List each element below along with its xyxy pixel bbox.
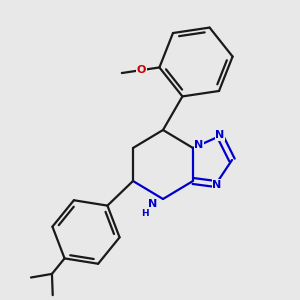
- Text: O: O: [137, 65, 146, 75]
- Text: H: H: [141, 208, 149, 217]
- Text: N: N: [215, 130, 225, 140]
- Text: N: N: [194, 140, 204, 150]
- Text: N: N: [148, 199, 158, 209]
- Text: N: N: [212, 180, 222, 190]
